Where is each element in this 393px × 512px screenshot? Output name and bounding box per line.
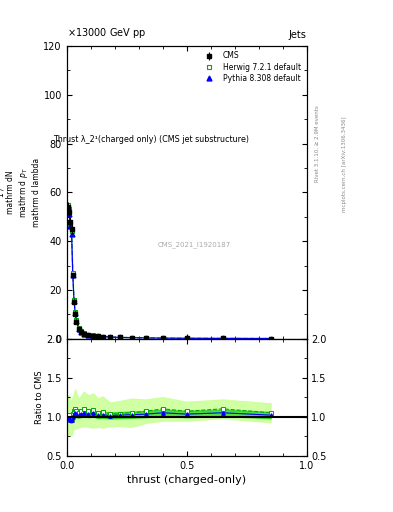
Herwig 7.2.1 default [143,335,148,341]
Herwig 7.2.1 default [117,334,122,340]
Pythia 8.308 default [66,206,70,212]
Herwig 7.2.1 default [67,206,72,212]
Pythia 8.308 default [79,329,84,335]
Pythia 8.308 default [70,272,75,279]
Pythia 8.308 default [91,332,95,338]
Herwig 7.2.1 default [70,270,75,276]
Herwig 7.2.1 default [220,335,225,342]
Herwig 7.2.1 default [79,328,84,334]
Herwig 7.2.1 default [77,325,81,331]
Herwig 7.2.1 default [81,330,86,336]
Pythia 8.308 default [72,298,76,304]
Legend: CMS, Herwig 7.2.1 default, Pythia 8.308 default: CMS, Herwig 7.2.1 default, Pythia 8.308 … [197,48,304,86]
Pythia 8.308 default [77,326,81,332]
Pythia 8.308 default [108,334,112,340]
Herwig 7.2.1 default [73,309,77,315]
Herwig 7.2.1 default [108,334,112,340]
Pythia 8.308 default [74,318,79,324]
Pythia 8.308 default [68,223,73,229]
Line: Herwig 7.2.1 default: Herwig 7.2.1 default [66,202,273,341]
Text: Thrust λ_2¹(charged only) (CMS jet substructure): Thrust λ_2¹(charged only) (CMS jet subst… [53,135,249,144]
Pythia 8.308 default [67,211,72,218]
Pythia 8.308 default [160,335,165,341]
Y-axis label: 1 /
mathrm dN
mathrm d $p_T$
mathrm d lambda: 1 / mathrm dN mathrm d $p_T$ mathrm d la… [0,158,40,227]
Pythia 8.308 default [184,335,189,342]
Herwig 7.2.1 default [95,333,100,339]
Text: mcplots.cern.ch [arXiv:1306.3436]: mcplots.cern.ch [arXiv:1306.3436] [342,116,347,211]
Herwig 7.2.1 default [184,335,189,342]
Pythia 8.308 default [81,330,86,336]
Pythia 8.308 default [129,334,134,340]
Pythia 8.308 default [268,335,273,342]
Pythia 8.308 default [73,310,77,316]
Pythia 8.308 default [220,335,225,342]
Y-axis label: Ratio to CMS: Ratio to CMS [35,370,44,424]
Text: CMS_2021_I1920187: CMS_2021_I1920187 [157,242,230,248]
Herwig 7.2.1 default [86,332,91,338]
Herwig 7.2.1 default [72,296,76,303]
Herwig 7.2.1 default [66,202,70,208]
Text: Rivet 3.1.10, ≥ 2.9M events: Rivet 3.1.10, ≥ 2.9M events [314,105,320,182]
Text: $\times$13000 GeV pp: $\times$13000 GeV pp [67,26,146,40]
Pythia 8.308 default [69,231,74,237]
Pythia 8.308 default [101,334,105,340]
X-axis label: thrust (charged-only): thrust (charged-only) [127,475,246,485]
Herwig 7.2.1 default [160,335,165,341]
Herwig 7.2.1 default [68,221,73,227]
Pythia 8.308 default [143,335,148,341]
Pythia 8.308 default [86,332,91,338]
Herwig 7.2.1 default [74,317,79,324]
Herwig 7.2.1 default [268,335,273,342]
Text: Jets: Jets [289,30,307,40]
Herwig 7.2.1 default [91,332,95,338]
Line: Pythia 8.308 default: Pythia 8.308 default [66,207,273,341]
Herwig 7.2.1 default [101,333,105,339]
Herwig 7.2.1 default [69,228,74,234]
Herwig 7.2.1 default [129,334,134,340]
Pythia 8.308 default [117,334,122,340]
Pythia 8.308 default [95,333,100,339]
